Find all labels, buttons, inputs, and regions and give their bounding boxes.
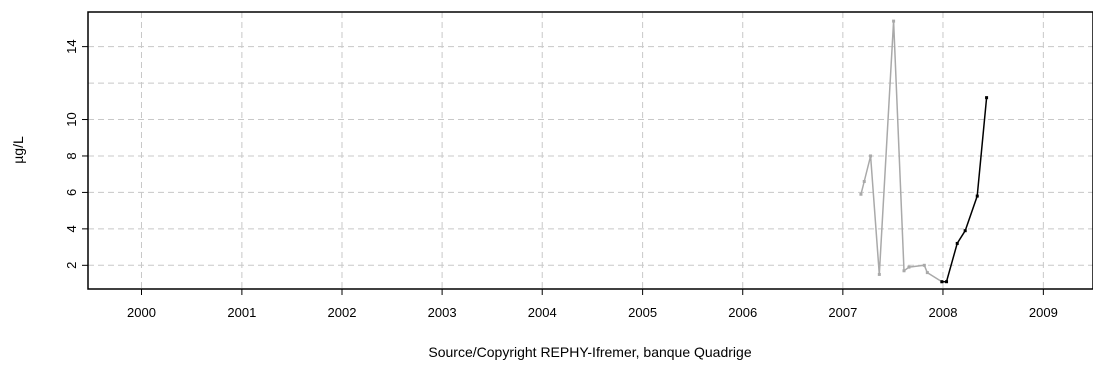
x-tick-label: 2006 — [728, 305, 757, 320]
x-axis-label: Source/Copyright REPHY-Ifremer, banque Q… — [428, 344, 751, 360]
y-axis: 2 4 6 8 10 14 — [64, 39, 88, 269]
data-point — [940, 280, 944, 284]
data-point — [925, 271, 929, 275]
series-layer — [859, 19, 989, 284]
data-point — [892, 19, 896, 23]
y-tick-label: 10 — [64, 112, 79, 126]
grid-layer — [88, 12, 1093, 289]
y-tick-label: 14 — [64, 39, 79, 53]
y-axis-label: µg/L — [10, 136, 26, 164]
data-point — [862, 179, 866, 183]
y-tick-label: 8 — [64, 152, 79, 159]
data-point — [963, 229, 967, 233]
series-line — [860, 20, 943, 283]
data-point — [859, 192, 863, 196]
x-tick-label: 2003 — [428, 305, 457, 320]
data-point — [922, 263, 926, 267]
x-tick-label: 2008 — [929, 305, 958, 320]
y-tick-label: 2 — [64, 262, 79, 269]
x-tick-label: 2004 — [528, 305, 557, 320]
x-tick-label: 2005 — [628, 305, 657, 320]
plot-frame — [87, 11, 1093, 290]
data-point — [869, 154, 873, 158]
data-point — [907, 265, 911, 269]
y-tick-label: 4 — [64, 225, 79, 232]
data-point — [902, 269, 906, 273]
data-point — [955, 241, 959, 245]
x-tick-label: 2009 — [1029, 305, 1058, 320]
data-point — [945, 280, 949, 284]
x-tick-label: 2002 — [328, 305, 357, 320]
x-tick-label: 2000 — [127, 305, 156, 320]
x-tick-label: 2001 — [227, 305, 256, 320]
series-line — [941, 97, 988, 283]
data-point — [985, 96, 989, 100]
data-point — [877, 272, 881, 276]
x-axis: 2000 2001 2002 2003 2004 2005 2006 2007 2008 2009 — [127, 289, 1058, 320]
x-tick-label: 2007 — [828, 305, 857, 320]
y-tick-label: 6 — [64, 189, 79, 196]
data-point — [975, 194, 979, 198]
